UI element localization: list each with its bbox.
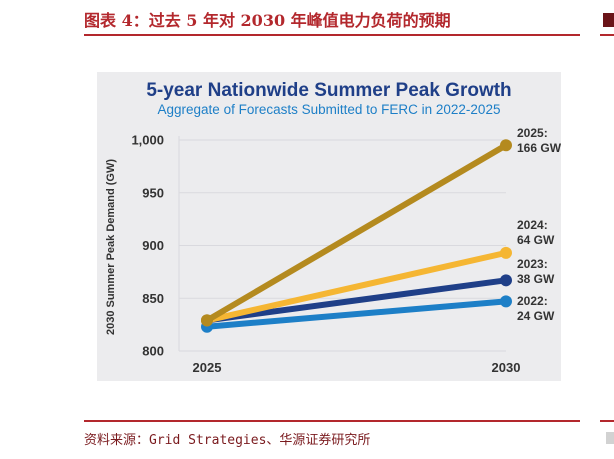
chart-title: 5-year Nationwide Summer Peak Growth bbox=[146, 80, 511, 101]
series-value-label: 166 GW bbox=[517, 141, 561, 155]
y-axis-label: 2030 Summer Peak Demand (GW) bbox=[105, 159, 117, 335]
chart-subtitle: Aggregate of Forecasts Submitted to FERC… bbox=[158, 102, 501, 117]
series-line bbox=[204, 249, 509, 324]
series-year-label: 2023: bbox=[517, 257, 548, 271]
series-lines bbox=[201, 139, 512, 333]
data-point bbox=[500, 274, 512, 287]
series-value-label: 64 GW bbox=[517, 233, 555, 247]
y-tick-label: 950 bbox=[142, 185, 164, 200]
series-value-label: 24 GW bbox=[517, 309, 555, 323]
y-tick-label: 900 bbox=[142, 238, 164, 253]
y-tick-label: 800 bbox=[142, 344, 164, 359]
bottom-divider-edge bbox=[600, 420, 614, 422]
cropped-edge-glyph bbox=[603, 13, 614, 27]
data-point bbox=[500, 139, 512, 152]
data-point bbox=[201, 314, 213, 327]
x-tick-label: 2030 bbox=[492, 360, 521, 375]
y-tick-label: 850 bbox=[142, 291, 164, 306]
data-point bbox=[500, 246, 512, 259]
axis-ticks: 800 850 900 950 1,000 2025 2030 bbox=[131, 133, 520, 376]
series-line bbox=[204, 142, 509, 324]
cropped-edge-glyph-bottom bbox=[606, 432, 614, 444]
grid-lines bbox=[178, 136, 506, 352]
top-divider bbox=[84, 34, 580, 36]
y-tick-label: 1,000 bbox=[131, 133, 164, 148]
series-year-label: 2024: bbox=[517, 218, 548, 232]
series-value-label: 38 GW bbox=[517, 272, 555, 286]
series-line bbox=[204, 298, 509, 330]
top-divider-edge bbox=[600, 34, 614, 36]
line-chart: 5-year Nationwide Summer Peak Growth Agg… bbox=[105, 80, 561, 376]
chart-panel: 5-year Nationwide Summer Peak Growth Agg… bbox=[97, 72, 561, 381]
series-labels: 2022:24 GW 2023:38 GW 2024:64 GW 2025:166 G… bbox=[517, 126, 561, 323]
x-tick-label: 2025 bbox=[193, 360, 222, 375]
figure-title: 图表 4：过去 5 年对 2030 年峰值电力负荷的预期 bbox=[84, 11, 451, 30]
series-line bbox=[204, 277, 509, 324]
bottom-divider bbox=[84, 420, 580, 422]
data-point bbox=[500, 295, 512, 308]
source-note: 资料来源：Grid Strategies、华源证券研究所 bbox=[84, 433, 371, 448]
series-year-label: 2022: bbox=[517, 294, 548, 308]
series-year-label: 2025: bbox=[517, 126, 548, 140]
